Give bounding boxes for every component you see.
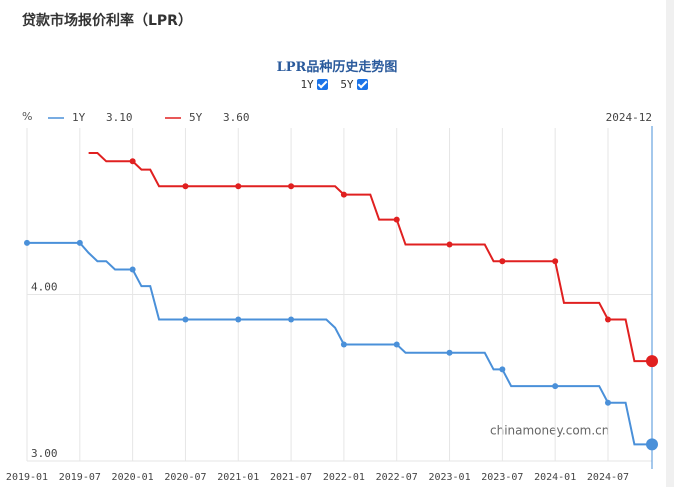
data-point [604, 316, 611, 323]
data-point [393, 216, 400, 223]
checkbox[interactable] [316, 79, 328, 90]
data-point [24, 239, 30, 246]
data-point [340, 341, 347, 348]
data-point [76, 239, 83, 246]
y-axis-unit: % [22, 110, 32, 123]
x-tick-label: 2019-01 [6, 472, 48, 483]
x-tick-label: 2022-01 [323, 472, 365, 483]
y-tick-label: 4.00 [31, 281, 58, 294]
legend-value: 3.10 [106, 111, 133, 124]
watermark: chinamoney.com.cn [490, 424, 609, 438]
data-point [552, 383, 559, 390]
data-point [446, 241, 453, 248]
data-point [129, 266, 136, 273]
x-tick-label: 2024-01 [534, 472, 576, 483]
data-point [182, 183, 189, 190]
data-point [646, 355, 658, 368]
data-point [235, 183, 242, 190]
x-tick-label: 2024-07 [587, 472, 629, 483]
x-tick-label: 2023-07 [481, 472, 523, 483]
toggle-label: 5Y [340, 78, 354, 91]
data-point [499, 366, 506, 373]
chart-title: LPR品种历史走势图 [276, 60, 398, 75]
data-point [646, 438, 658, 451]
scrollbar [666, 0, 674, 487]
legend-label: 5Y [189, 111, 203, 124]
data-point [129, 158, 136, 165]
x-tick-label: 2020-07 [164, 472, 206, 483]
legend-label: 1Y [72, 111, 86, 124]
series-toggles: 1Y 5Y [0, 78, 674, 91]
x-tick-label: 2022-07 [376, 472, 418, 483]
data-point [552, 258, 559, 265]
data-point [182, 316, 189, 323]
x-tick-label: 2019-07 [59, 472, 101, 483]
legend-value: 3.60 [223, 111, 250, 124]
x-tick-label: 2021-07 [270, 472, 312, 483]
checkbox[interactable] [356, 79, 368, 90]
data-point [288, 316, 295, 323]
page-title: 贷款市场报价利率（LPR） [22, 13, 192, 29]
data-point [288, 183, 295, 190]
y-tick-label: 3.00 [31, 447, 58, 460]
data-point [604, 399, 611, 406]
x-tick-label: 2023-01 [428, 472, 470, 483]
data-point [499, 258, 506, 265]
data-point [393, 341, 400, 348]
x-tick-label: 2020-01 [112, 472, 154, 483]
cursor-date: 2024-12 [606, 111, 652, 124]
line-series [88, 151, 652, 363]
x-tick-label: 2021-01 [217, 472, 259, 483]
data-point [340, 191, 347, 198]
toggle-label: 1Y [300, 78, 314, 91]
data-point [446, 349, 453, 356]
data-point [235, 316, 242, 323]
